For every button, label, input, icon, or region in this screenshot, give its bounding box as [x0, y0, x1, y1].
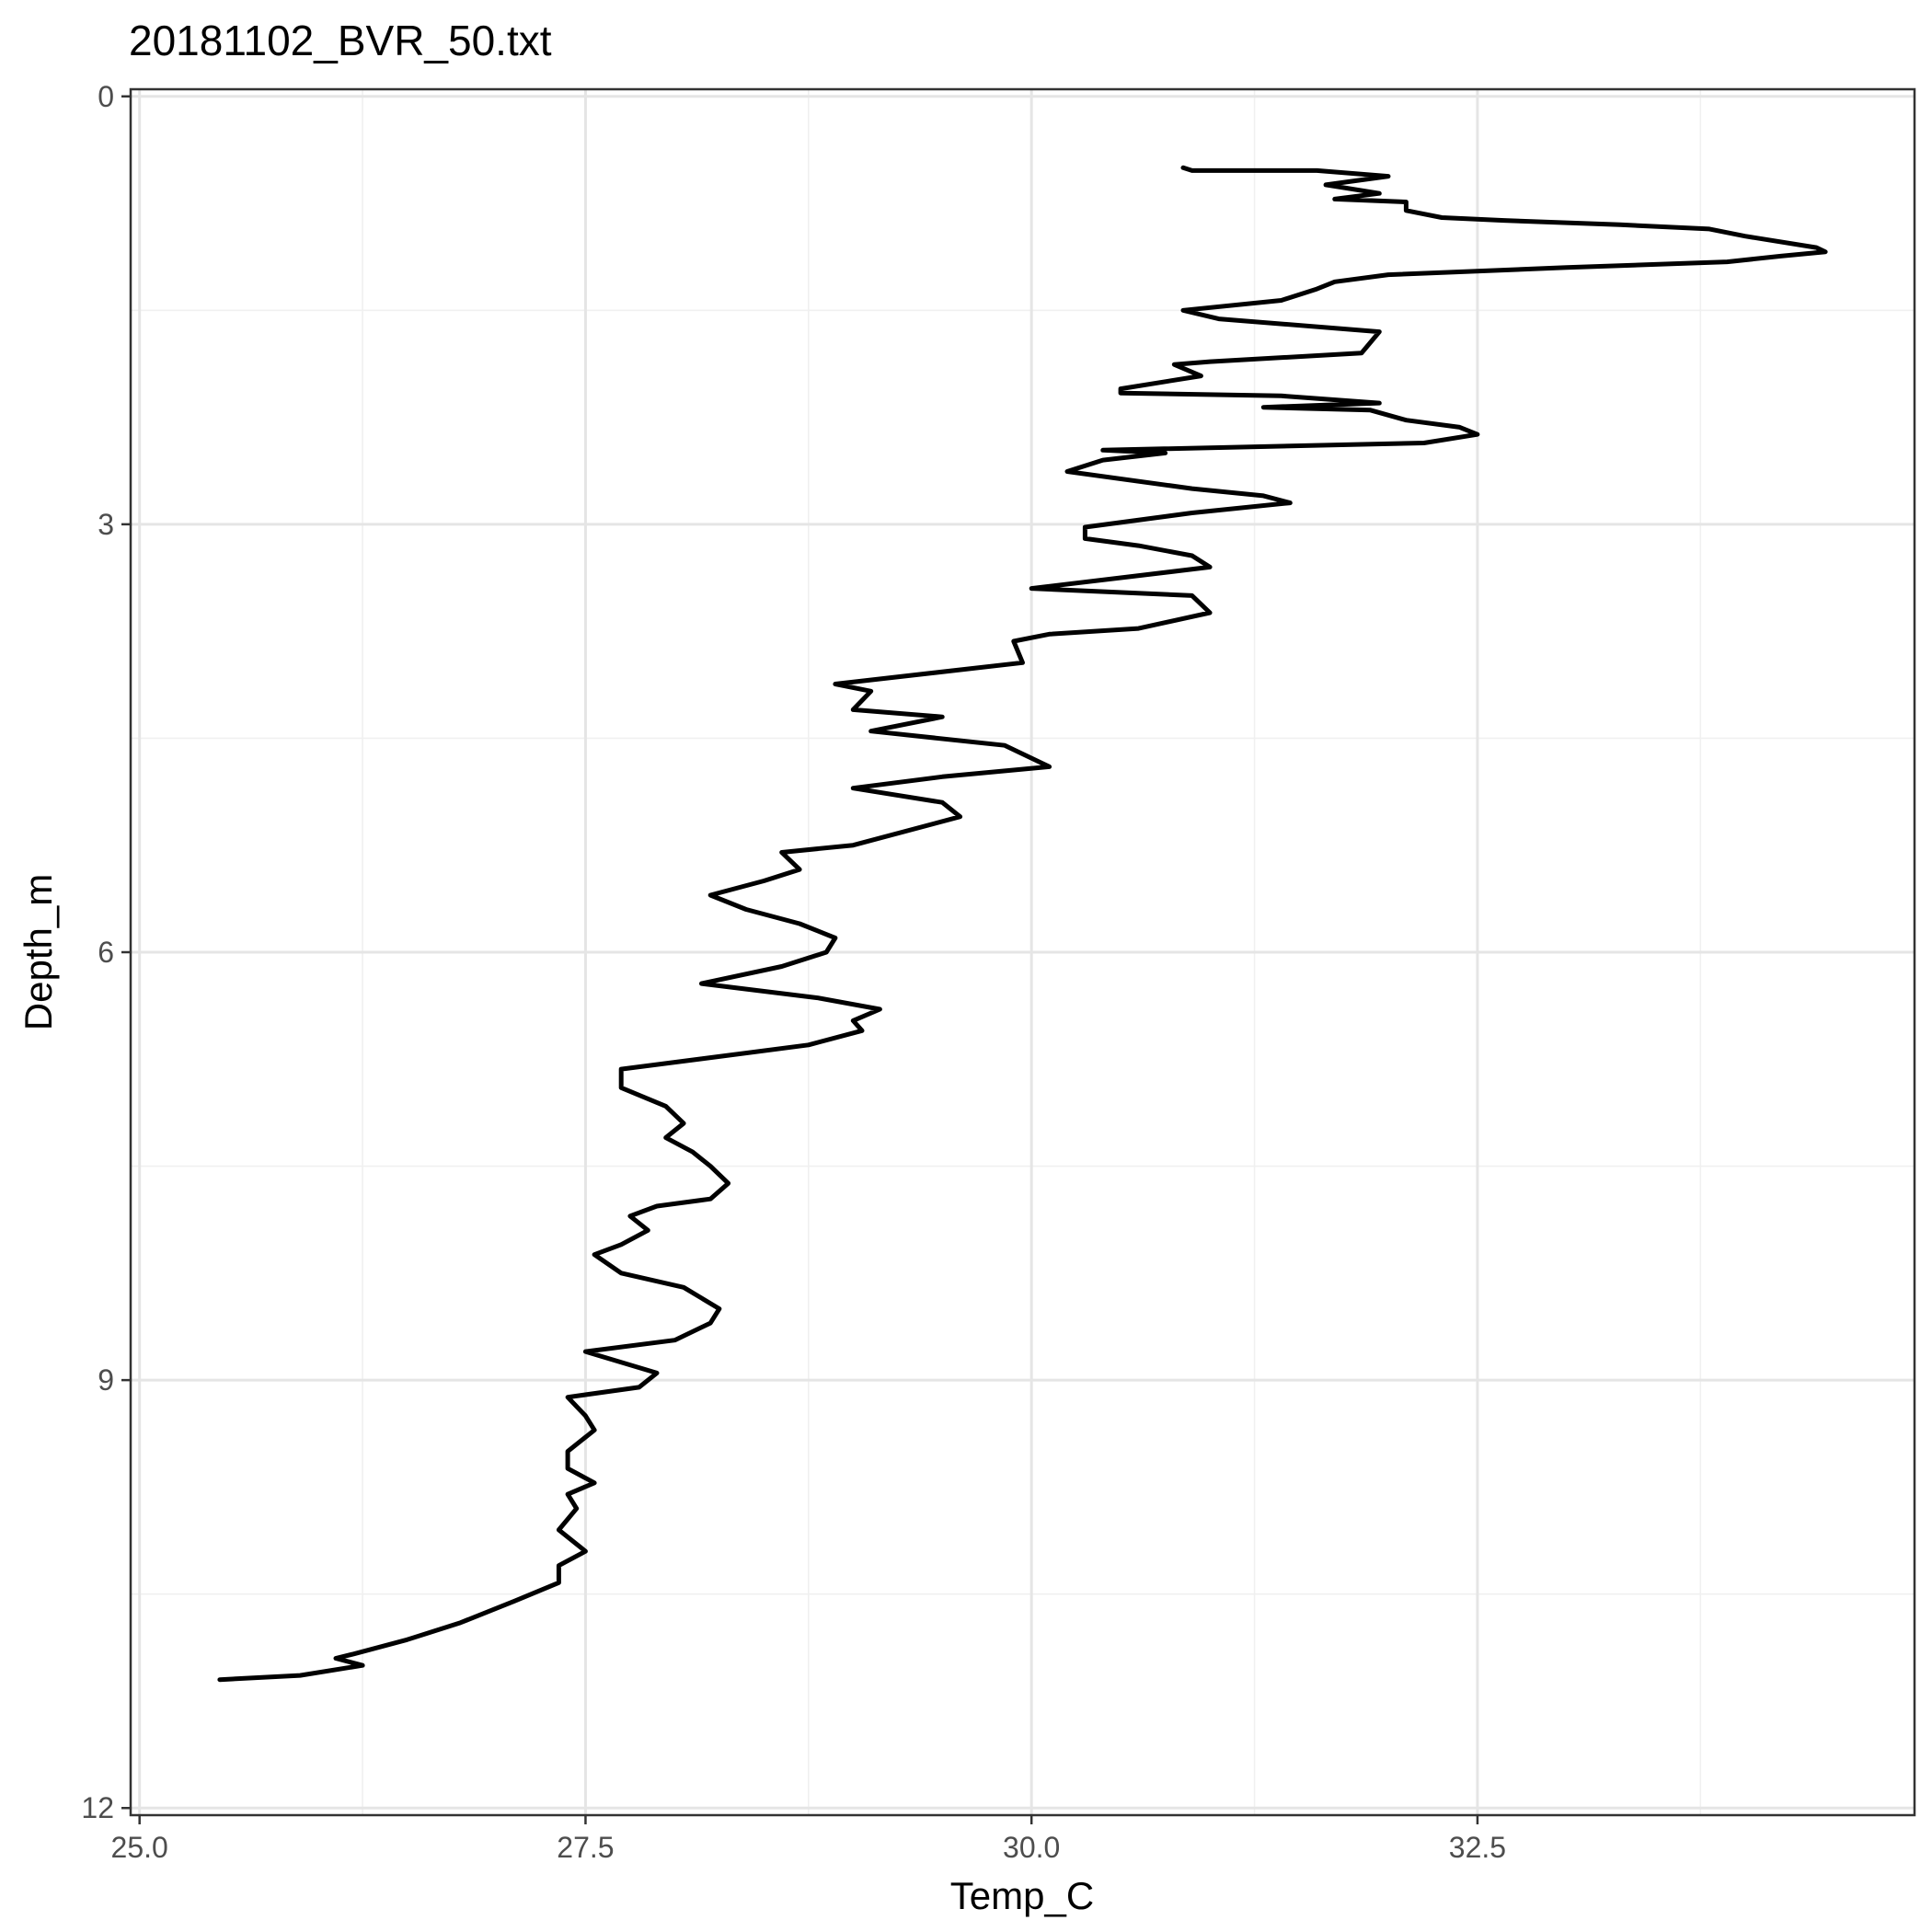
temperature-profile-line — [217, 165, 1828, 1683]
y-tick-label: 9 — [98, 1363, 114, 1397]
y-tick-label: 12 — [81, 1791, 114, 1824]
major-gridlines — [131, 89, 1915, 1815]
x-tick-label: 30.0 — [1003, 1831, 1060, 1864]
x-axis: 25.0 27.5 30.0 32.5 — [111, 1815, 1506, 1864]
y-tick-label: 6 — [98, 936, 114, 969]
plot-panel — [129, 87, 1916, 1817]
y-axis-title: Depth_m — [17, 874, 60, 1030]
x-tick-label: 27.5 — [557, 1831, 614, 1864]
x-tick-label: 25.0 — [111, 1831, 168, 1864]
y-tick-label: 3 — [98, 508, 114, 541]
y-axis: 0 3 6 9 12 — [81, 80, 131, 1824]
x-axis-title: Temp_C — [950, 1874, 1094, 1917]
y-tick-label: 0 — [98, 80, 114, 113]
chart-title: 20181102_BVR_50.txt — [129, 17, 552, 64]
x-tick-label: 32.5 — [1449, 1831, 1506, 1864]
